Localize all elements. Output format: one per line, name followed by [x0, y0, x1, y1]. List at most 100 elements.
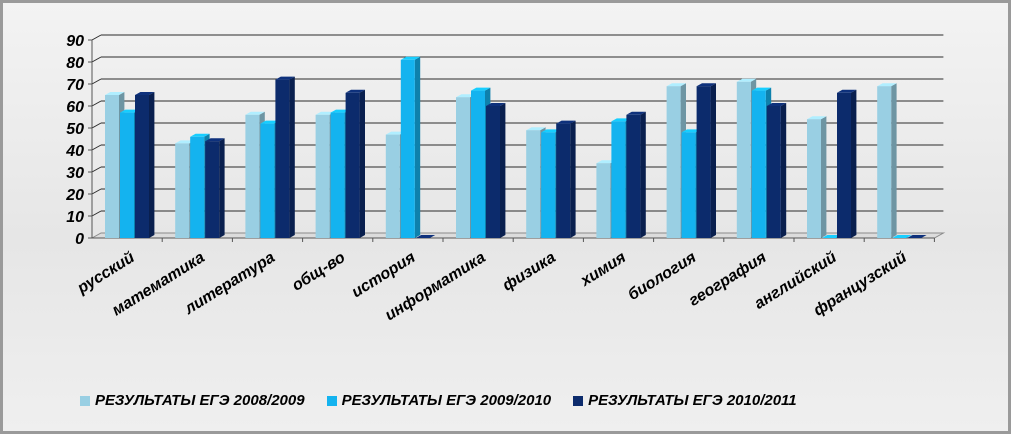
bar-top [400, 56, 421, 60]
y-tick-label: 50 [66, 121, 84, 138]
bar-side [359, 89, 365, 238]
bar [205, 138, 225, 238]
bar-top [345, 89, 365, 93]
legend-swatch [80, 395, 90, 406]
bar-side [710, 83, 716, 238]
bar-front [315, 114, 330, 238]
legend-label: РЕЗУЛЬТАТЫ ЕГЭ 2008/2009 [95, 392, 305, 409]
bar-top [260, 120, 280, 124]
bar [345, 89, 365, 238]
bar [766, 103, 787, 238]
bar-top [907, 235, 927, 238]
bar-top [175, 140, 195, 144]
bar-top [315, 111, 335, 115]
bar-front [611, 121, 626, 238]
bar-front [766, 106, 781, 238]
y-tick-label: 0 [75, 231, 84, 248]
bar-front [837, 92, 851, 238]
bar-front [696, 86, 711, 238]
bar-front [190, 136, 205, 238]
bar-front [666, 86, 681, 238]
bar-front [596, 163, 611, 238]
bar-top [526, 127, 546, 131]
bar-side [570, 120, 576, 238]
bar-front [260, 123, 275, 238]
gridline-side [91, 56, 102, 63]
bar-top [456, 94, 476, 98]
bar-top [766, 103, 787, 106]
bar-side [821, 116, 827, 238]
gridline-side [91, 122, 102, 129]
y-tick-label: 90 [66, 33, 84, 50]
bar-top [245, 111, 265, 115]
bar-front [105, 95, 119, 238]
bar-front [175, 143, 190, 238]
y-tick-label: 40 [65, 143, 84, 160]
legend: РЕЗУЛЬТАТЫ ЕГЭ 2008/2009 РЕЗУЛЬТАТЫ ЕГЭ 2… [80, 392, 819, 409]
bar-front [681, 132, 696, 238]
bar-top [751, 87, 772, 91]
bar-front [245, 114, 260, 238]
bar-top [892, 235, 912, 238]
bar-front [205, 141, 220, 238]
bar-top [330, 109, 350, 113]
bar-front [807, 119, 821, 238]
bar-side [414, 56, 421, 238]
bar-front [526, 130, 541, 238]
bar-top [837, 89, 857, 93]
bar-front [471, 90, 485, 238]
legend-label: РЕЗУЛЬТАТЫ ЕГЭ 2009/2010 [341, 392, 552, 409]
bar-side [149, 92, 155, 238]
bar-front [877, 86, 892, 238]
bar [135, 92, 155, 238]
gridline-side [91, 188, 102, 195]
bar [400, 56, 421, 238]
bar-front [345, 92, 360, 238]
axes [88, 39, 935, 242]
bar [807, 116, 827, 238]
bar-top [596, 160, 616, 164]
bar-top [877, 83, 897, 87]
gridline-side [91, 34, 102, 41]
bar [907, 235, 927, 238]
gridline-side [91, 144, 102, 151]
bar-top [105, 92, 125, 95]
bar-top [190, 133, 210, 137]
bar-front [400, 59, 415, 238]
bar-top [415, 235, 436, 238]
bar-top [736, 78, 757, 82]
bar-top [486, 103, 506, 106]
bar-front [626, 114, 641, 238]
x-category-label: физика [500, 249, 559, 295]
bar-top [681, 129, 701, 133]
bar-front [275, 79, 290, 238]
bar-front [751, 90, 766, 238]
gridline-side [91, 100, 102, 107]
legend-item: РЕЗУЛЬТАТЫ ЕГЭ 2008/2009 [80, 392, 305, 409]
bar-top [626, 111, 646, 115]
gridline-side [91, 166, 102, 173]
y-tick-label: 80 [66, 55, 84, 72]
bar [486, 103, 506, 238]
y-tick-label: 60 [66, 99, 84, 116]
bar-top [135, 92, 155, 95]
bar [556, 120, 576, 238]
bar-front [330, 112, 345, 238]
bars [105, 56, 927, 238]
bar-front [541, 132, 556, 238]
legend-item: РЕЗУЛЬТАТЫ ЕГЭ 2009/2010 [326, 392, 552, 409]
gridline-side [91, 78, 102, 85]
bar-side [640, 111, 646, 238]
bar-top [120, 109, 140, 113]
legend-swatch [573, 395, 584, 406]
bar-top [556, 120, 576, 124]
bar-top [205, 138, 225, 142]
gridline-side [91, 210, 102, 217]
y-tick-label: 30 [66, 165, 84, 182]
y-tick-label: 70 [66, 77, 84, 94]
bar [837, 89, 857, 238]
bar-side [289, 76, 295, 238]
bar [877, 83, 897, 238]
